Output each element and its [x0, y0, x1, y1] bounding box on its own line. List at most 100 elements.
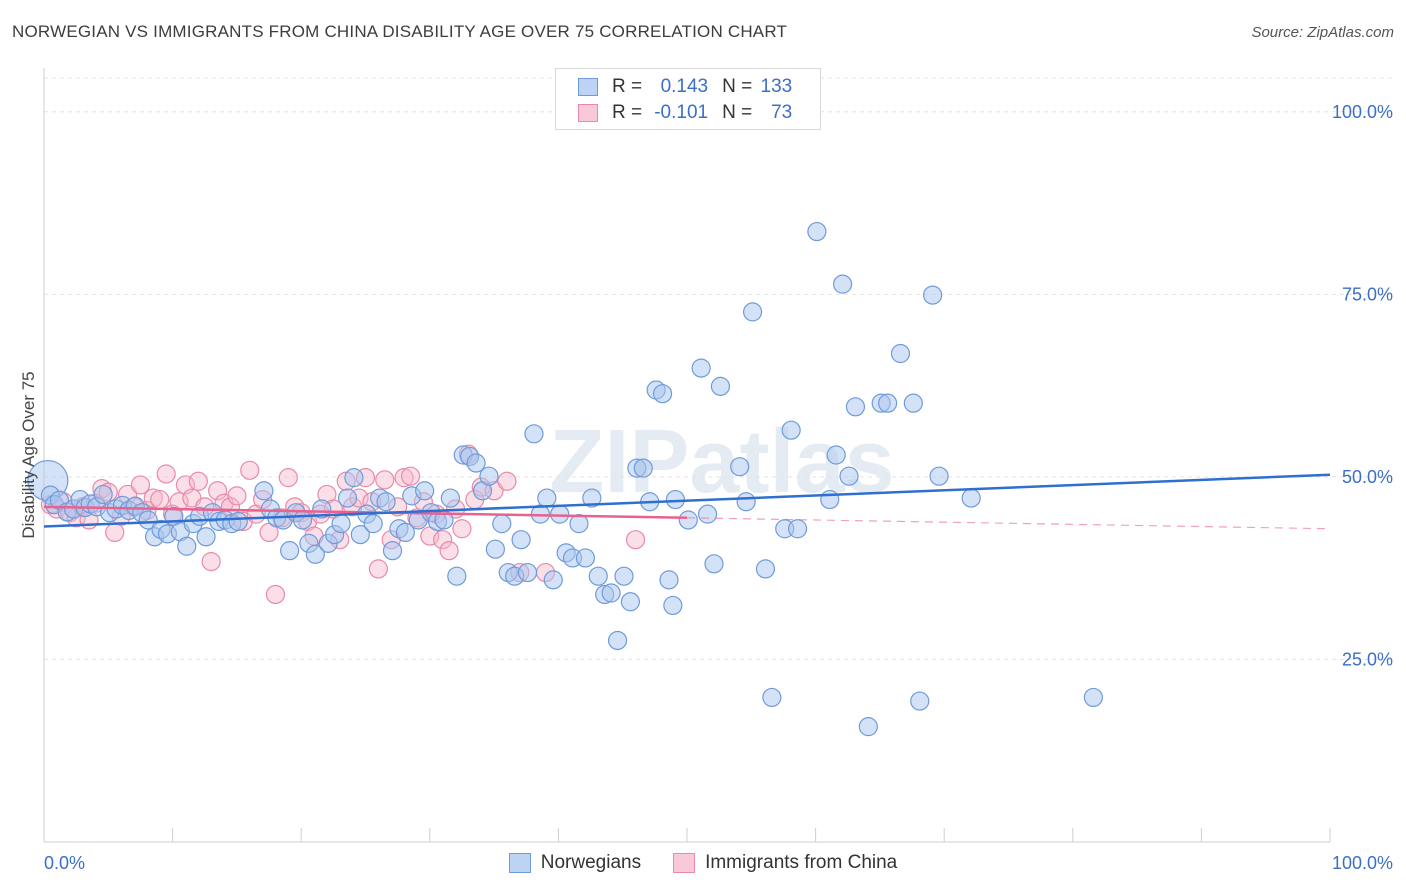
y-tick-label: 100.0%: [1332, 102, 1393, 122]
correlation-legend: R = 0.143 N = 133 R = -0.101 N = 73: [555, 68, 821, 130]
norwegian-point: [903, 393, 923, 413]
china-point: [375, 470, 395, 490]
china-point: [433, 530, 453, 550]
china-point: [208, 481, 228, 501]
norwegian-point: [826, 445, 846, 465]
china-point: [439, 541, 459, 561]
china-point: [143, 488, 163, 508]
norwegian-point: [228, 511, 248, 532]
norwegian-point: [742, 302, 763, 322]
n-value: 73: [771, 102, 793, 123]
norwegian-point: [833, 274, 853, 294]
norwegian-point: [601, 583, 621, 603]
axis-labels: 25.0% 50.0% 75.0% 100.0% 0.0% 100.0% Disabilit…: [19, 102, 1393, 873]
china-point: [156, 464, 176, 484]
legend-item-norwegians[interactable]: Norwegians: [508, 852, 642, 874]
norwegians-swatch: [508, 853, 531, 873]
norwegian-point: [736, 492, 756, 512]
norwegian-point: [382, 541, 403, 561]
norwegian-point: [344, 468, 364, 488]
china-point: [130, 475, 151, 495]
norwegian-point: [337, 488, 358, 508]
norwegian-point: [440, 488, 460, 508]
china-swatch: [673, 853, 696, 873]
norwegian-point: [376, 492, 396, 512]
norwegian-point: [665, 489, 686, 510]
r-value: -0.101: [654, 102, 709, 123]
n-label: N =: [722, 102, 753, 123]
n-value: 133: [760, 76, 793, 97]
china-trend-extension: [686, 517, 1331, 530]
norwegian-point: [447, 566, 467, 586]
norwegian-point: [138, 510, 158, 530]
china-point: [625, 530, 646, 550]
norwegian-point: [652, 384, 673, 404]
norwegian-point: [614, 566, 634, 586]
norwegian-point: [807, 221, 827, 242]
norwegian-point: [543, 570, 563, 590]
norwegian-point: [415, 481, 435, 501]
norwegian-point: [762, 687, 782, 708]
norwegian-point: [395, 522, 415, 543]
y-axis-label: Disability Age Over 75: [19, 371, 38, 538]
norwegian-point: [524, 424, 544, 444]
chart-title: NORWEGIAN VS IMMIGRANTS FROM CHINA DISAB…: [12, 22, 788, 41]
norwegian-point: [878, 393, 898, 413]
china-point: [400, 466, 421, 486]
norwegian-point: [787, 519, 808, 539]
x-tick-label: 100.0%: [1332, 853, 1393, 873]
norwegian-point: [537, 488, 557, 508]
china-point: [188, 471, 208, 491]
norwegian-point: [196, 527, 216, 547]
china-point: [278, 468, 298, 488]
norwegian-point: [517, 562, 538, 583]
norwegian-point: [569, 514, 589, 534]
norwegian-point: [845, 397, 866, 417]
china-point: [394, 468, 414, 488]
norwegian-point: [292, 510, 313, 530]
china-point: [201, 552, 221, 572]
norwegian-point: [550, 504, 570, 524]
legend-row-china: R = -0.101 N = 73: [578, 101, 792, 125]
norwegian-point: [177, 536, 197, 556]
norwegian-point: [929, 466, 949, 486]
china-point: [150, 489, 170, 510]
r-label: R =: [612, 76, 643, 97]
r-label: R =: [612, 102, 643, 123]
norwegian-point: [678, 510, 698, 530]
norwegian-point: [961, 488, 981, 508]
norwegian-point: [575, 548, 596, 568]
norwegian-point: [633, 458, 653, 478]
legend-item-china[interactable]: Immigrants from China: [673, 852, 897, 874]
norwegian-point: [691, 358, 711, 378]
norwegian-point: [730, 457, 750, 477]
series-legend: Norwegians Immigrants from China: [0, 852, 1406, 874]
norwegian-point: [755, 559, 776, 579]
n-label: N =: [722, 76, 753, 97]
norwegian-point: [485, 539, 505, 559]
norwegian-point: [466, 453, 486, 473]
norwegian-point: [781, 420, 801, 440]
norwegian-point: [1083, 687, 1103, 708]
china-point: [227, 486, 247, 506]
china-swatch: [578, 104, 598, 122]
norwegian-point: [697, 504, 718, 524]
source-label: Source: ZipAtlas.com: [1251, 24, 1394, 41]
norwegian-point: [350, 524, 370, 545]
norwegian-point: [93, 484, 113, 505]
norwegian-point: [820, 489, 840, 510]
norwegian-point: [305, 544, 325, 564]
legend-label: Norwegians: [540, 852, 642, 873]
norwegian-point: [839, 466, 859, 486]
norwegian-point: [492, 514, 512, 534]
norwegian-point: [363, 514, 383, 534]
norwegian-point: [312, 499, 332, 519]
norwegian-point: [704, 554, 724, 574]
legend-row-norwegians: R = 0.143 N = 133: [578, 75, 792, 99]
y-tick-label: 75.0%: [1342, 284, 1393, 304]
china-trend-line: [43, 505, 688, 520]
norwegian-point: [588, 566, 608, 586]
axes: [43, 68, 1331, 843]
norwegian-point: [620, 592, 641, 612]
